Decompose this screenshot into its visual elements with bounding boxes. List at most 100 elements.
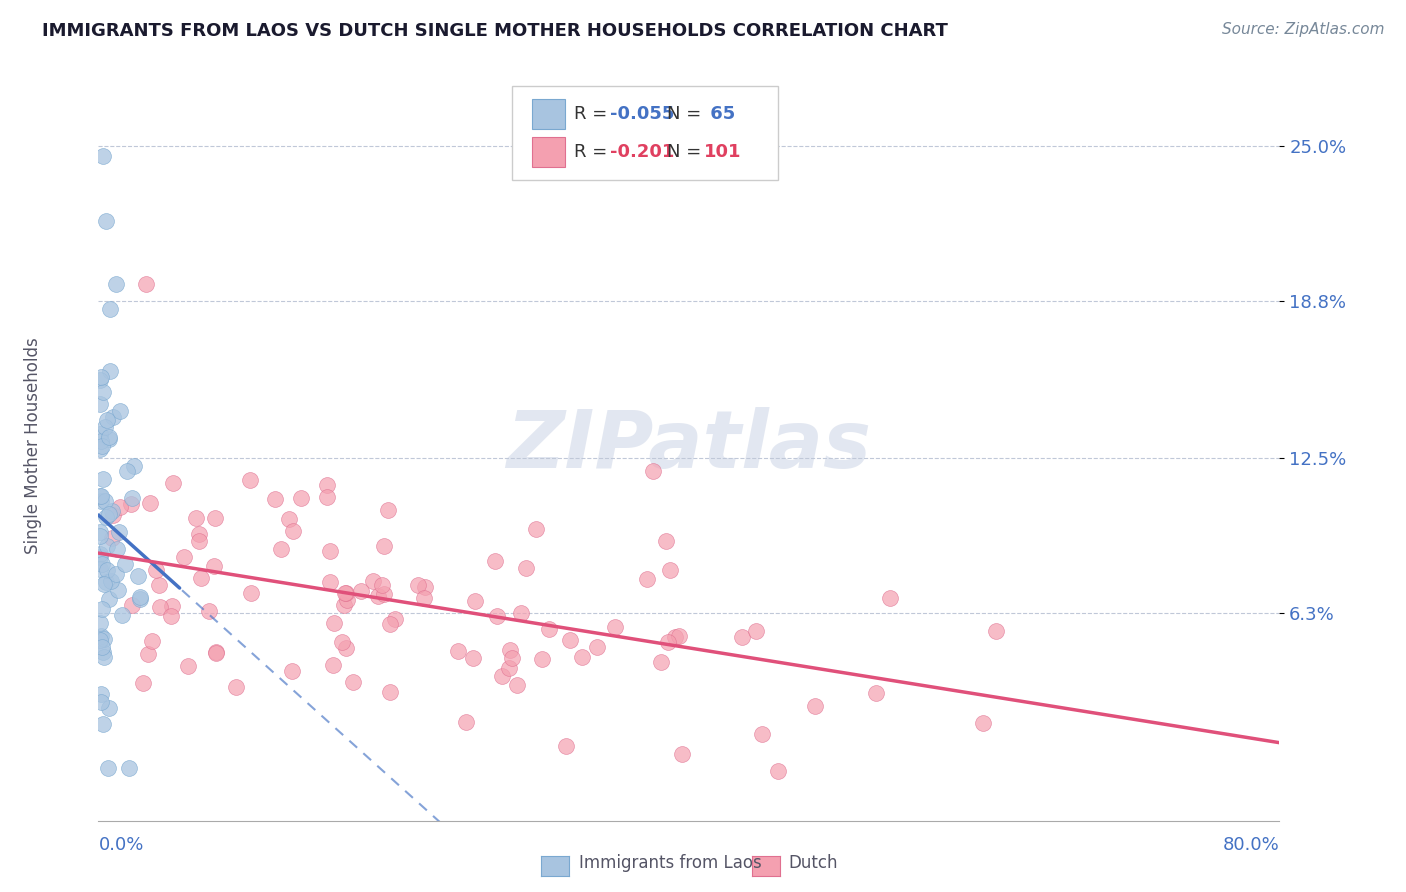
Point bbox=[141, 633, 163, 648]
Point bbox=[377, 503, 399, 517]
Point bbox=[744, 624, 766, 638]
Point bbox=[664, 630, 686, 644]
Point bbox=[98, 701, 121, 715]
Point bbox=[319, 574, 342, 589]
Text: 101: 101 bbox=[704, 143, 742, 161]
Point bbox=[91, 149, 114, 163]
Point bbox=[571, 649, 593, 664]
Point bbox=[202, 559, 225, 574]
Text: Immigrants from Laos: Immigrants from Laos bbox=[579, 855, 762, 872]
Point bbox=[101, 409, 124, 424]
Point bbox=[105, 541, 128, 556]
Point bbox=[270, 541, 292, 556]
Point bbox=[413, 591, 436, 606]
Point bbox=[96, 413, 118, 427]
Point bbox=[121, 598, 143, 612]
Point bbox=[335, 585, 357, 599]
Point bbox=[94, 214, 117, 228]
Text: -0.201: -0.201 bbox=[610, 143, 675, 161]
Point bbox=[538, 623, 561, 637]
Point bbox=[117, 761, 139, 775]
Text: N =: N = bbox=[666, 105, 706, 123]
Point bbox=[498, 661, 520, 675]
Point bbox=[322, 658, 344, 673]
Point bbox=[655, 533, 678, 548]
Point bbox=[315, 490, 337, 504]
Text: R =: R = bbox=[575, 105, 613, 123]
Point bbox=[100, 531, 122, 545]
Text: Source: ZipAtlas.com: Source: ZipAtlas.com bbox=[1222, 22, 1385, 37]
Point bbox=[984, 624, 1007, 638]
Point bbox=[384, 612, 406, 626]
Point bbox=[361, 574, 384, 588]
Point bbox=[132, 675, 155, 690]
Point bbox=[463, 651, 485, 665]
Point bbox=[290, 491, 312, 506]
Point bbox=[145, 563, 167, 577]
Point bbox=[91, 640, 114, 654]
Point bbox=[333, 599, 356, 613]
Point bbox=[149, 600, 172, 615]
Point bbox=[98, 430, 121, 444]
Point bbox=[184, 510, 207, 524]
Point bbox=[585, 640, 607, 655]
Point bbox=[323, 615, 346, 630]
Point bbox=[105, 567, 128, 582]
Point bbox=[456, 715, 478, 730]
Point bbox=[204, 645, 226, 659]
Point bbox=[350, 584, 373, 599]
Point bbox=[89, 615, 111, 630]
Point bbox=[335, 640, 357, 655]
Point bbox=[98, 508, 121, 522]
Point bbox=[96, 510, 118, 524]
Point bbox=[319, 543, 342, 558]
Point bbox=[239, 473, 262, 487]
Point bbox=[89, 426, 111, 441]
Point bbox=[668, 629, 690, 643]
Point bbox=[605, 620, 627, 634]
FancyBboxPatch shape bbox=[512, 87, 778, 180]
Point bbox=[128, 591, 150, 606]
Point bbox=[333, 585, 356, 599]
Point bbox=[636, 572, 658, 586]
Point bbox=[94, 420, 117, 434]
Point bbox=[101, 508, 124, 522]
Text: ZIPatlas: ZIPatlas bbox=[506, 407, 872, 485]
Point bbox=[204, 647, 226, 661]
Point bbox=[105, 277, 128, 291]
Point bbox=[89, 562, 111, 576]
Point bbox=[93, 632, 115, 647]
Point bbox=[89, 397, 111, 411]
Point bbox=[93, 649, 115, 664]
FancyBboxPatch shape bbox=[531, 99, 565, 129]
Text: -0.055: -0.055 bbox=[610, 105, 675, 123]
Point bbox=[91, 472, 114, 486]
Point bbox=[90, 434, 112, 448]
Point bbox=[499, 643, 522, 657]
Point bbox=[98, 432, 121, 446]
Point bbox=[121, 491, 143, 505]
Point bbox=[336, 593, 359, 607]
Point bbox=[197, 604, 219, 618]
Point bbox=[240, 585, 263, 599]
Point bbox=[111, 607, 134, 622]
Point bbox=[120, 497, 142, 511]
Point bbox=[91, 645, 114, 659]
Point bbox=[108, 403, 131, 417]
Point bbox=[447, 644, 470, 658]
Point bbox=[373, 539, 395, 553]
Point bbox=[122, 459, 145, 474]
Point bbox=[89, 442, 111, 457]
Point bbox=[94, 494, 117, 508]
Point bbox=[91, 385, 114, 400]
Point bbox=[373, 587, 395, 601]
Text: N =: N = bbox=[666, 143, 706, 161]
Point bbox=[98, 591, 121, 606]
Point bbox=[107, 583, 129, 598]
Point bbox=[93, 577, 115, 591]
Point bbox=[531, 652, 554, 666]
Point bbox=[89, 550, 111, 565]
Point bbox=[204, 511, 226, 525]
Point bbox=[263, 492, 285, 507]
Point bbox=[136, 647, 159, 661]
